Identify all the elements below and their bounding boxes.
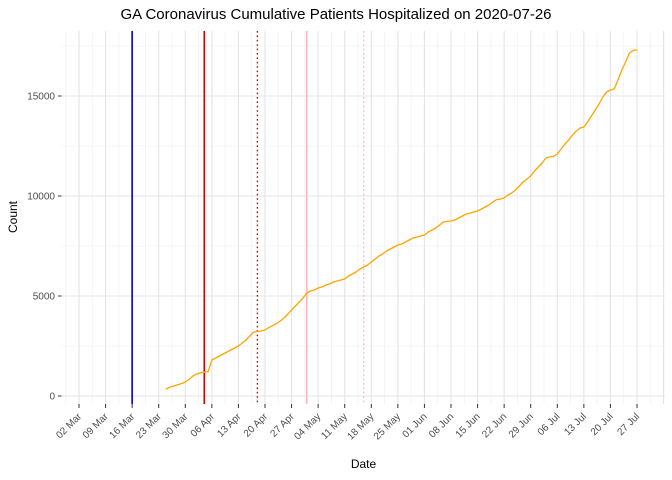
x-tick-label: 29 Jun	[507, 411, 536, 440]
x-tick-label: 02 Mar	[54, 411, 84, 441]
x-tick-label: 06 Jul	[536, 411, 563, 438]
x-tick-label: 01 Jun	[401, 411, 430, 440]
x-tick-label: 08 Jun	[427, 411, 456, 440]
x-tick-label: 04 May	[292, 411, 323, 442]
y-tick-label: 15000	[27, 92, 55, 103]
x-tick-label: 27 Jul	[615, 411, 642, 438]
x-tick-label: 23 Mar	[134, 411, 164, 441]
x-tick-label: 09 Mar	[81, 411, 111, 441]
x-tick-label: 30 Mar	[161, 411, 191, 441]
x-tick-label: 22 Jun	[480, 411, 509, 440]
x-tick-label: 15 Jun	[454, 411, 483, 440]
x-tick-label: 20 Apr	[242, 411, 271, 440]
x-tick-label: 16 Mar	[107, 411, 137, 441]
x-tick-label: 13 Apr	[215, 411, 244, 440]
y-tick-label: 0	[49, 392, 55, 403]
x-tick-label: 25 May	[372, 411, 403, 442]
y-tick-label: 10000	[27, 192, 55, 203]
data-series-line	[165, 49, 638, 390]
x-tick-label: 20 Jul	[589, 411, 616, 438]
x-tick-label: 06 Apr	[189, 411, 218, 440]
chart-title: GA Coronavirus Cumulative Patients Hospi…	[120, 6, 552, 23]
y-tick-label: 5000	[33, 292, 56, 303]
x-tick-label: 18 May	[345, 411, 376, 442]
x-tick-label: 11 May	[319, 411, 349, 441]
x-tick-label: 13 Jul	[562, 411, 589, 438]
x-axis-title: Date	[350, 457, 377, 471]
